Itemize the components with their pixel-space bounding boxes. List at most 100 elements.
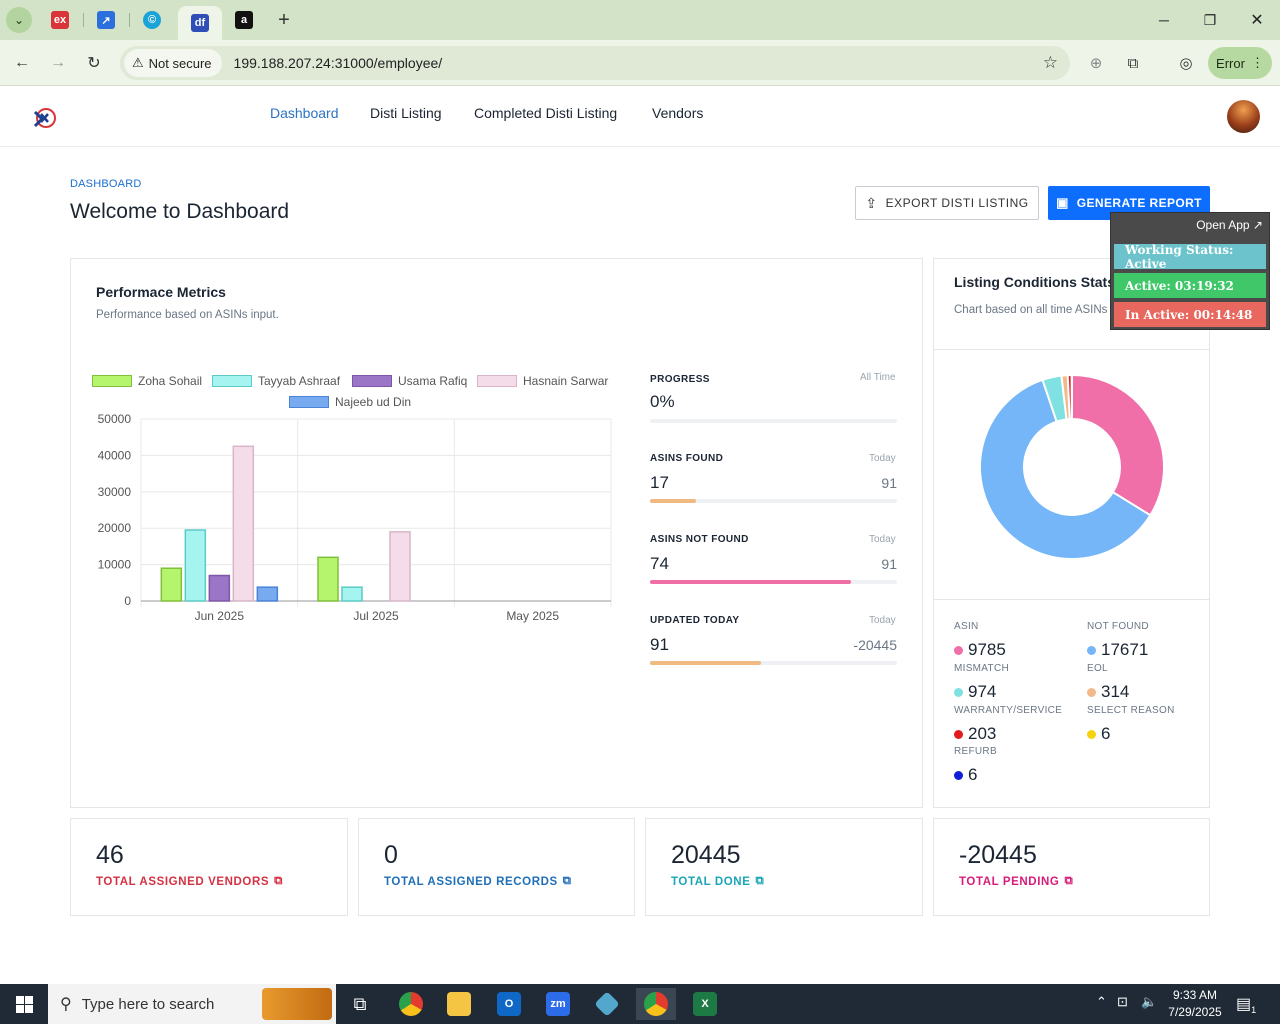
browser-toolbar: ← → ↻ ⚠ Not secure 199.188.207.24:31000/… bbox=[0, 40, 1280, 86]
clock-date: 7/29/2025 bbox=[1168, 1005, 1222, 1019]
windows-start-icon[interactable] bbox=[0, 984, 48, 1024]
address-bar[interactable]: ⚠ Not secure 199.188.207.24:31000/employ… bbox=[120, 46, 1070, 80]
c-favicon-icon: © bbox=[143, 11, 161, 29]
task-view-icon[interactable]: ⧉ bbox=[353, 993, 367, 1014]
tray-chevron-icon[interactable]: ⌃ bbox=[1096, 994, 1107, 1009]
tab-amazon[interactable]: a bbox=[222, 4, 266, 36]
excel-icon[interactable]: X bbox=[685, 988, 725, 1020]
external-link-icon: ⧉ bbox=[562, 875, 572, 887]
legend-label: Tayyab Ashraaf bbox=[258, 374, 341, 388]
forward-icon[interactable]: → bbox=[50, 54, 66, 71]
legend-item[interactable]: Usama Rafiq bbox=[352, 374, 467, 388]
tile-assigned-records[interactable]: 0 TOTAL ASSIGNED RECORDS ⧉ bbox=[358, 818, 635, 916]
translate-icon[interactable]: ⊕ bbox=[1089, 55, 1103, 72]
legend-item[interactable]: Tayyab Ashraaf bbox=[212, 374, 340, 388]
condition-value: 9785 bbox=[954, 640, 1006, 660]
bar bbox=[232, 445, 255, 602]
divider bbox=[934, 349, 1209, 350]
reload-icon[interactable]: ↻ bbox=[87, 55, 101, 72]
taskbar-clock[interactable]: 9:33 AM 7/29/2025 bbox=[1162, 987, 1228, 1021]
stat-time: All Time bbox=[860, 372, 896, 383]
bookmark-star-icon[interactable]: ☆ bbox=[1042, 53, 1058, 72]
taskbar-search[interactable]: ⚲ Type here to search bbox=[48, 984, 336, 1024]
legend-item[interactable]: Hasnain Sarwar bbox=[477, 374, 608, 388]
network-icon[interactable]: ⊡ bbox=[1117, 994, 1128, 1009]
user-avatar[interactable] bbox=[1227, 100, 1260, 133]
stat-time: Today bbox=[869, 453, 896, 464]
nav-disti-listing[interactable]: Disti Listing bbox=[370, 105, 442, 121]
stat-time: Today bbox=[869, 534, 896, 545]
tile-value: 20445 bbox=[671, 841, 741, 869]
listing-conditions-card: Listing Conditions Stats Chart based on … bbox=[933, 258, 1210, 808]
browser-tab-strip: ⌄ ex ↗ © df a + ─ ❐ ✕ bbox=[0, 0, 1280, 40]
nav-dashboard[interactable]: Dashboard bbox=[270, 105, 339, 121]
file-explorer-icon[interactable] bbox=[439, 988, 479, 1020]
tile-label-text: TOTAL PENDING bbox=[959, 875, 1060, 888]
extensions-icon[interactable]: ⧉ bbox=[1127, 54, 1139, 72]
nav-completed-disti-listing[interactable]: Completed Disti Listing bbox=[474, 105, 618, 121]
stat-total: 91 bbox=[881, 556, 897, 572]
app-diamond-icon[interactable] bbox=[587, 988, 627, 1020]
profile-icon[interactable]: ◎ bbox=[1179, 55, 1193, 72]
y-tick-label: 20000 bbox=[98, 521, 132, 535]
condition-label: NOT FOUND bbox=[1087, 621, 1149, 632]
condition-number: 314 bbox=[1101, 682, 1130, 701]
tile-value: 0 bbox=[384, 841, 398, 869]
amazon-favicon-icon: a bbox=[235, 11, 253, 29]
company-logo[interactable] bbox=[32, 104, 58, 130]
tab-df[interactable]: df bbox=[178, 6, 222, 40]
tile-label[interactable]: TOTAL ASSIGNED RECORDS ⧉ bbox=[384, 875, 572, 888]
tile-total-done[interactable]: 20445 TOTAL DONE ⧉ bbox=[645, 818, 923, 916]
tile-label[interactable]: TOTAL ASSIGNED VENDORS ⧉ bbox=[96, 875, 283, 888]
notification-icon[interactable]: ▤1 bbox=[1236, 996, 1257, 1016]
tab-search-chevron-icon[interactable]: ⌄ bbox=[6, 7, 32, 33]
stat-fill bbox=[650, 661, 762, 665]
tile-label[interactable]: TOTAL PENDING ⧉ bbox=[959, 875, 1073, 888]
profile-error-chip[interactable]: Error ⋮ bbox=[1208, 47, 1272, 79]
security-chip[interactable]: ⚠ Not secure bbox=[124, 49, 222, 77]
tab-ex[interactable]: ex bbox=[38, 4, 82, 36]
tab-blue-arrow[interactable]: ↗ bbox=[84, 4, 128, 36]
chrome-profile-taskbar-icon[interactable] bbox=[636, 988, 676, 1020]
legend-item[interactable]: Najeeb ud Din bbox=[289, 395, 411, 409]
report-label: GENERATE REPORT bbox=[1076, 196, 1202, 210]
donut-slice bbox=[1071, 373, 1165, 517]
stat-label: PROGRESS bbox=[650, 374, 710, 385]
open-app-link[interactable]: Open App ↗ bbox=[1196, 218, 1263, 232]
back-icon[interactable]: ← bbox=[14, 54, 30, 71]
condition-number: 6 bbox=[1101, 724, 1111, 743]
y-tick-label: 0 bbox=[124, 594, 131, 608]
ex-favicon-icon: ex bbox=[51, 11, 69, 29]
condition-value: 6 bbox=[954, 765, 977, 785]
outlook-icon[interactable]: O bbox=[489, 988, 529, 1020]
bar bbox=[208, 574, 231, 602]
x-tick-label: May 2025 bbox=[506, 609, 559, 623]
chrome-taskbar-icon[interactable] bbox=[391, 988, 431, 1020]
tile-label-text: TOTAL ASSIGNED VENDORS bbox=[96, 875, 270, 888]
new-tab-button[interactable]: + bbox=[278, 8, 290, 31]
stat-fill bbox=[650, 580, 851, 584]
search-icon: ⚲ bbox=[60, 996, 72, 1013]
app-header: Dashboard Disti Listing Completed Disti … bbox=[0, 86, 1280, 147]
condition-dot bbox=[954, 687, 963, 697]
inactive-time-badge: In Active: 00:14:48 bbox=[1114, 302, 1266, 327]
close-icon[interactable]: ✕ bbox=[1250, 12, 1264, 29]
restore-icon[interactable]: ❐ bbox=[1203, 11, 1217, 28]
kebab-menu-icon: ⋮ bbox=[1250, 55, 1264, 70]
tab-c[interactable]: © bbox=[130, 4, 174, 36]
condition-number: 17671 bbox=[1101, 640, 1149, 659]
minimize-icon[interactable]: ─ bbox=[1159, 12, 1169, 28]
condition-dot bbox=[954, 770, 963, 780]
nav-vendors[interactable]: Vendors bbox=[652, 105, 704, 121]
condition-label: EOL bbox=[1087, 663, 1108, 674]
tile-assigned-vendors[interactable]: 46 TOTAL ASSIGNED VENDORS ⧉ bbox=[70, 818, 348, 916]
condition-value: 17671 bbox=[1087, 640, 1148, 660]
export-disti-listing-button[interactable]: ⇪ EXPORT DISTI LISTING bbox=[855, 186, 1039, 220]
bar bbox=[341, 586, 363, 602]
legend-item[interactable]: Zoha Sohail bbox=[92, 374, 202, 388]
tile-label[interactable]: TOTAL DONE ⧉ bbox=[671, 875, 764, 888]
zoom-icon[interactable]: zm bbox=[538, 988, 578, 1020]
url-text[interactable]: 199.188.207.24:31000/employee/ bbox=[233, 55, 443, 71]
volume-icon[interactable]: 🔈 bbox=[1141, 994, 1158, 1009]
tile-total-pending[interactable]: -20445 TOTAL PENDING ⧉ bbox=[933, 818, 1210, 916]
